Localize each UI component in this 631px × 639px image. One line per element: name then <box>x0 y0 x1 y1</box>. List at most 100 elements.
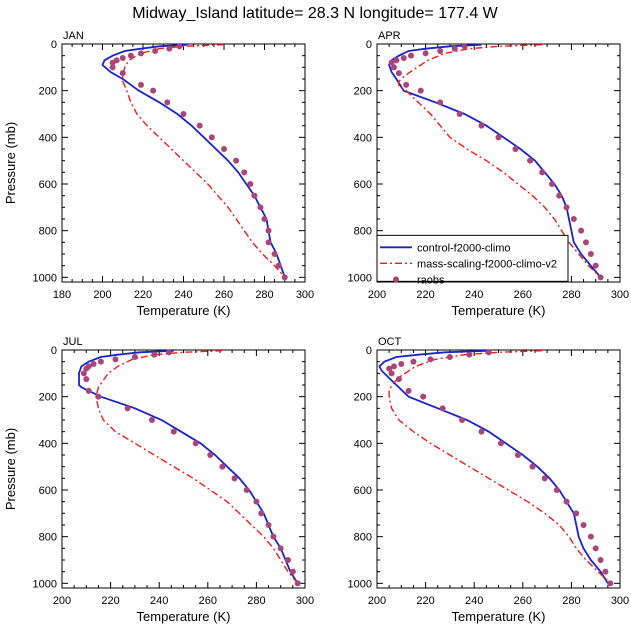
y-tick-label: 200 <box>39 86 57 98</box>
raobs-point <box>437 48 444 54</box>
raobs-point <box>408 52 415 59</box>
x-tick-label: 220 <box>416 289 434 301</box>
raobs-point <box>587 533 594 540</box>
y-tick-label: 0 <box>51 39 57 51</box>
raobs-point <box>497 440 504 447</box>
y-tick-label: 600 <box>354 179 372 191</box>
raobs-point <box>556 192 563 199</box>
raobs-point <box>180 111 187 117</box>
raobs-point <box>602 568 609 575</box>
y-tick-label: 200 <box>39 392 57 404</box>
raobs-point <box>233 157 240 164</box>
raobs-point <box>152 48 159 54</box>
raobs-point <box>461 44 468 50</box>
mass_scaling-line <box>388 350 611 584</box>
plot-frame <box>61 349 306 589</box>
raobs-point <box>166 45 173 52</box>
control-line <box>378 350 609 584</box>
raobs-point <box>541 475 548 482</box>
raobs-point <box>284 557 291 563</box>
raobs-point <box>241 169 248 176</box>
y-tick-label: 0 <box>366 345 372 357</box>
y-axis-label: Pressure (mb) <box>3 428 18 510</box>
plot-area <box>378 350 614 587</box>
raobs-point <box>587 251 594 257</box>
legend-label-mass_scaling: mass-scaling-f2000-climo-v2 <box>417 258 557 270</box>
x-tick-label: 240 <box>465 595 483 607</box>
legend: control-f2000-climo mass-scaling-f2000-cl… <box>376 234 569 286</box>
y-tick-label: 800 <box>354 532 372 544</box>
y-tick-label: 600 <box>354 485 372 497</box>
control-line <box>78 350 299 584</box>
raobs-point <box>393 57 400 64</box>
panel-jul: 200 220 240 260 280 300 0 200 400 600 800 1000 Tempe… <box>3 336 314 624</box>
raobs-point <box>437 99 444 106</box>
raobs-point <box>548 181 555 187</box>
raobs-point <box>112 356 119 363</box>
y-tick-label: 400 <box>39 438 57 450</box>
x-tick-label: 260 <box>215 289 233 301</box>
raobs-point <box>495 134 502 141</box>
raobs-point <box>512 146 519 152</box>
raobs-point <box>446 354 453 360</box>
raobs-point <box>405 387 412 394</box>
raobs-point <box>553 487 560 493</box>
x-tick-label: 300 <box>296 595 314 607</box>
raobs-point <box>582 239 589 246</box>
raobs-point <box>251 192 258 199</box>
raobs-point <box>485 350 492 356</box>
raobs-point <box>400 55 407 61</box>
raobs-point <box>607 580 614 587</box>
raobs-point <box>265 227 272 234</box>
y-tick-label: 800 <box>39 226 57 238</box>
raobs-point <box>221 146 227 152</box>
x-tick-label: 280 <box>247 595 265 607</box>
y-tick-label: 1000 <box>33 578 57 590</box>
raobs-point <box>281 274 288 281</box>
raobs-point <box>478 122 485 129</box>
raobs-point <box>478 428 485 435</box>
y-tick-label: 0 <box>51 345 57 357</box>
y-tick-label: 200 <box>354 86 372 98</box>
panel-apr: 200 220 240 260 280 300 0 200 400 600 800 1000 Tempe… <box>348 30 630 318</box>
raobs-point <box>253 498 260 505</box>
plot-frame <box>376 349 621 589</box>
raobs-point <box>527 157 534 164</box>
x-axis-label: Temperature (K) <box>137 303 231 318</box>
raobs-point <box>451 45 458 52</box>
legend-swatch-raobs <box>393 276 399 283</box>
y-tick-label: 600 <box>39 485 57 497</box>
raobs-point <box>90 361 97 367</box>
raobs-point <box>388 59 395 66</box>
raobs-point <box>219 463 226 470</box>
x-tick-label: 280 <box>562 595 580 607</box>
raobs-point <box>592 545 599 552</box>
raobs-point <box>570 216 577 222</box>
raobs-point <box>270 533 277 540</box>
raobs-point <box>80 370 87 377</box>
raobs-point <box>573 510 580 517</box>
raobs-point <box>456 111 463 117</box>
x-tick-label: 200 <box>53 595 71 607</box>
control-line <box>388 44 602 278</box>
raobs-point <box>271 251 278 257</box>
raobs-point <box>95 393 102 400</box>
raobs-point <box>83 365 90 372</box>
raobs-point <box>119 55 126 61</box>
x-tick-label: 300 <box>611 289 629 301</box>
raobs-point <box>466 351 473 358</box>
x-tick-label: 260 <box>514 595 532 607</box>
x-tick-label: 220 <box>416 595 434 607</box>
raobs-point <box>137 81 144 88</box>
y-tick-label: 800 <box>354 226 372 238</box>
raobs-point <box>257 204 264 211</box>
raobs-point <box>403 81 410 88</box>
raobs-point <box>109 59 116 66</box>
raobs-point <box>151 351 158 358</box>
x-tick-label: 180 <box>53 289 71 301</box>
raobs-point <box>131 354 138 360</box>
raobs-point <box>83 376 90 383</box>
panels: 180 200 220 240 260 280 300 0 200 400 600 800 1000 Te… <box>3 30 629 624</box>
raobs-point <box>439 405 446 412</box>
